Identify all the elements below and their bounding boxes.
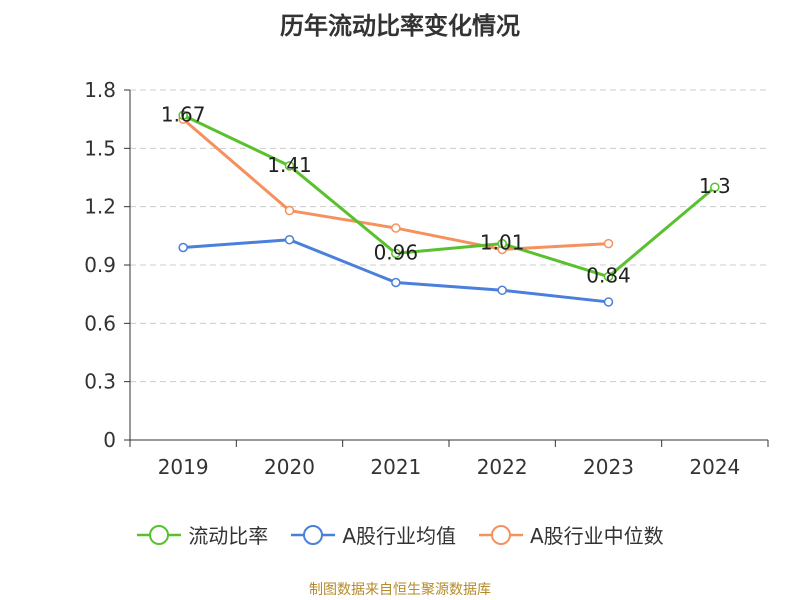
legend-item-1[interactable]: A股行业均值 bbox=[290, 520, 456, 549]
data-point bbox=[710, 182, 720, 192]
series-0 bbox=[178, 110, 720, 282]
legend-swatch bbox=[137, 524, 182, 545]
legend-swatch bbox=[291, 524, 336, 545]
x-tick-label: 2021 bbox=[370, 455, 421, 479]
legend-swatch bbox=[479, 524, 523, 545]
data-labels: 1.67 1.41 0.96 1.01 0.84 1.3 bbox=[161, 102, 731, 287]
data-point bbox=[603, 271, 614, 282]
x-tick-label: 2023 bbox=[583, 455, 634, 479]
series-1 bbox=[178, 234, 614, 307]
series-line bbox=[182, 113, 716, 279]
data-point bbox=[603, 238, 614, 249]
data-point bbox=[178, 110, 188, 121]
y-tick-label: 0.3 bbox=[84, 370, 116, 394]
data-label: 1.01 bbox=[480, 231, 525, 255]
data-point bbox=[284, 205, 295, 216]
y-tick-label: 1.2 bbox=[84, 195, 116, 219]
data-label: 1.41 bbox=[267, 153, 312, 177]
data-label: 0.84 bbox=[586, 264, 631, 288]
y-tick-label: 0 bbox=[103, 428, 116, 452]
legend-item-2[interactable]: A股行业中位数 bbox=[478, 520, 664, 549]
data-point bbox=[497, 285, 507, 296]
data-label: 1.67 bbox=[161, 102, 206, 126]
chart-title: 历年流动比率变化情况 bbox=[280, 12, 520, 40]
y-tick-label: 1.5 bbox=[84, 136, 116, 160]
data-point bbox=[497, 238, 507, 249]
data-point bbox=[178, 242, 188, 253]
x-tick-label: 2022 bbox=[477, 455, 528, 479]
y-tick-label: 1.8 bbox=[84, 78, 116, 102]
source-note: 制图数据来自恒生聚源数据库 bbox=[309, 582, 491, 598]
axes: 0 0.3 0.6 0.9 1.2 1.5 1.8 2019 2020 2021 2022 2023 2… bbox=[84, 78, 769, 479]
y-tick-label: 0.9 bbox=[84, 253, 116, 277]
legend: 流动比率 A股行业均值 A股行业中位数 bbox=[0, 520, 800, 549]
y-tick-label: 0.6 bbox=[84, 311, 116, 335]
data-point bbox=[391, 223, 401, 233]
data-point bbox=[603, 297, 614, 307]
x-tick-label: 2024 bbox=[689, 455, 740, 479]
legend-item-0[interactable]: 流动比率 bbox=[136, 520, 268, 549]
data-point bbox=[391, 248, 401, 259]
data-label: 1.3 bbox=[699, 174, 731, 198]
x-tick-label: 2019 bbox=[158, 455, 209, 479]
series-2 bbox=[178, 114, 614, 255]
series-lines bbox=[178, 110, 720, 307]
legend-label: A股行业均值 bbox=[342, 524, 456, 548]
legend-label: A股行业中位数 bbox=[530, 524, 664, 548]
x-tick-label: 2020 bbox=[264, 455, 315, 479]
data-label: 0.96 bbox=[374, 240, 419, 264]
grid-lines bbox=[130, 89, 768, 383]
data-point bbox=[391, 277, 401, 288]
data-point bbox=[284, 234, 295, 245]
legend-label: 流动比率 bbox=[188, 524, 269, 548]
data-point bbox=[284, 161, 295, 171]
